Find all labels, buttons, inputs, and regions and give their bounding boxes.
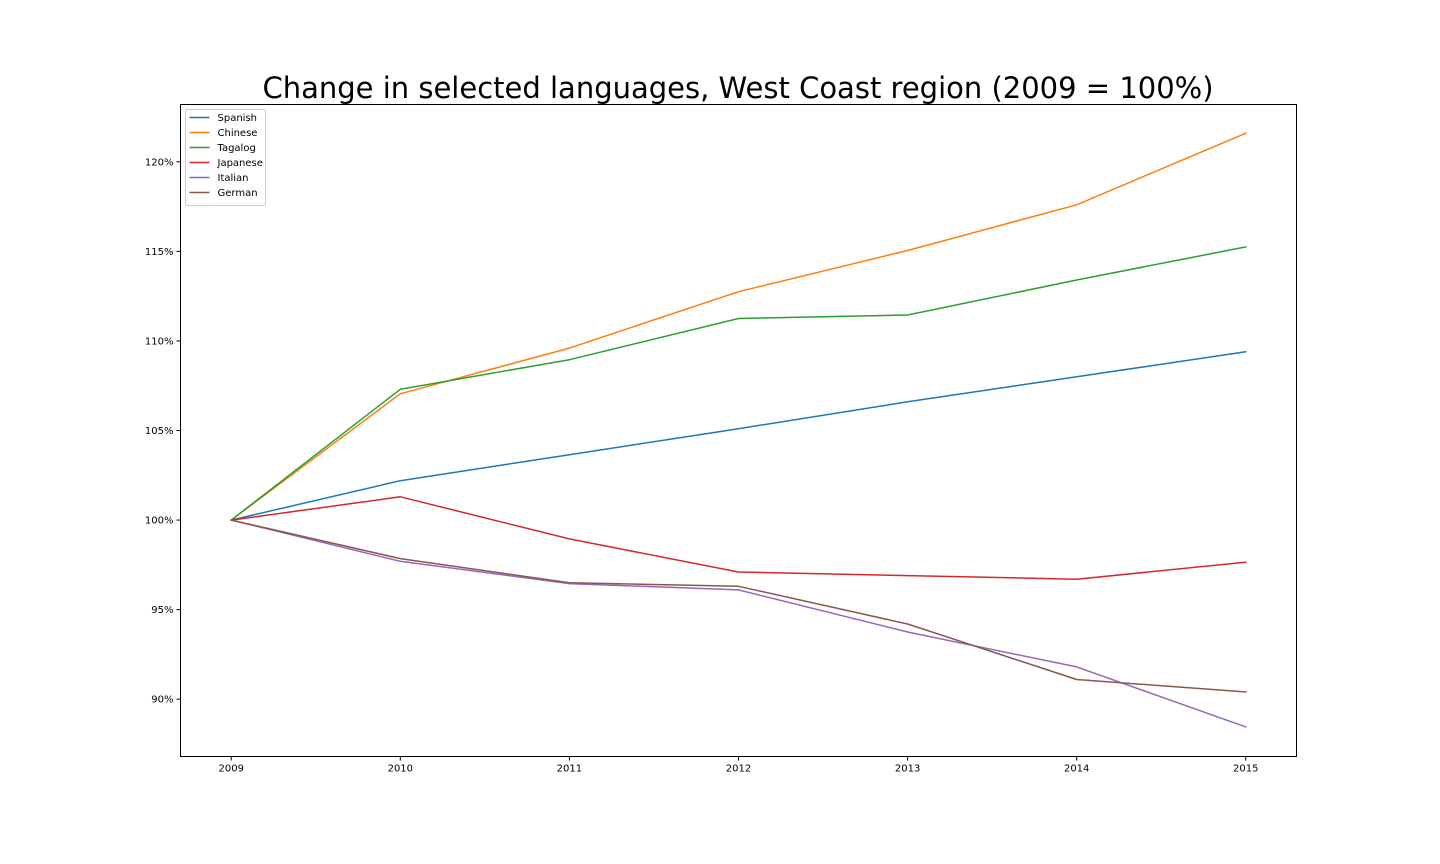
legend: Spanish Chinese Tagalog Japanese Italian Germ… <box>185 109 266 206</box>
legend-label-italian: Italian <box>218 173 249 184</box>
x-tick-label: 2014 <box>1064 764 1089 775</box>
legend-label-spanish: Spanish <box>218 113 258 124</box>
legend-label-german: German <box>218 188 258 199</box>
series-line-german <box>230 519 1247 693</box>
series-line-spanish <box>230 350 1247 522</box>
chart-title: Change in selected languages, West Coast… <box>262 71 1213 105</box>
x-axis: 2009 2010 2011 2012 2013 2014 2015 <box>219 756 1258 775</box>
y-tick-label: 95% <box>151 605 173 616</box>
legend-label-japanese: Japanese <box>217 158 263 169</box>
x-tick-label: 2015 <box>1233 764 1258 775</box>
y-tick-label: 100% <box>145 516 174 527</box>
y-tick-label: 90% <box>151 695 173 706</box>
series-line-japanese <box>230 496 1247 580</box>
series-line-italian <box>230 519 1247 728</box>
x-tick-label: 2012 <box>726 764 751 775</box>
legend-label-chinese: Chinese <box>218 128 258 139</box>
legend-label-tagalog: Tagalog <box>217 143 256 154</box>
x-tick-label: 2009 <box>219 764 244 775</box>
y-tick-label: 110% <box>145 336 174 347</box>
series-line-tagalog <box>230 246 1247 522</box>
legend-box <box>185 109 266 206</box>
series-line-chinese <box>230 132 1247 522</box>
x-tick-label: 2013 <box>895 764 920 775</box>
y-axis: 90% 95% 100% 105% 110% 115% 120% <box>145 157 181 706</box>
x-tick-label: 2010 <box>388 764 413 775</box>
y-tick-label: 105% <box>145 426 174 437</box>
y-tick-label: 120% <box>145 157 174 168</box>
x-tick-label: 2011 <box>557 764 582 775</box>
series-lines <box>230 132 1247 728</box>
y-tick-label: 115% <box>145 247 174 258</box>
